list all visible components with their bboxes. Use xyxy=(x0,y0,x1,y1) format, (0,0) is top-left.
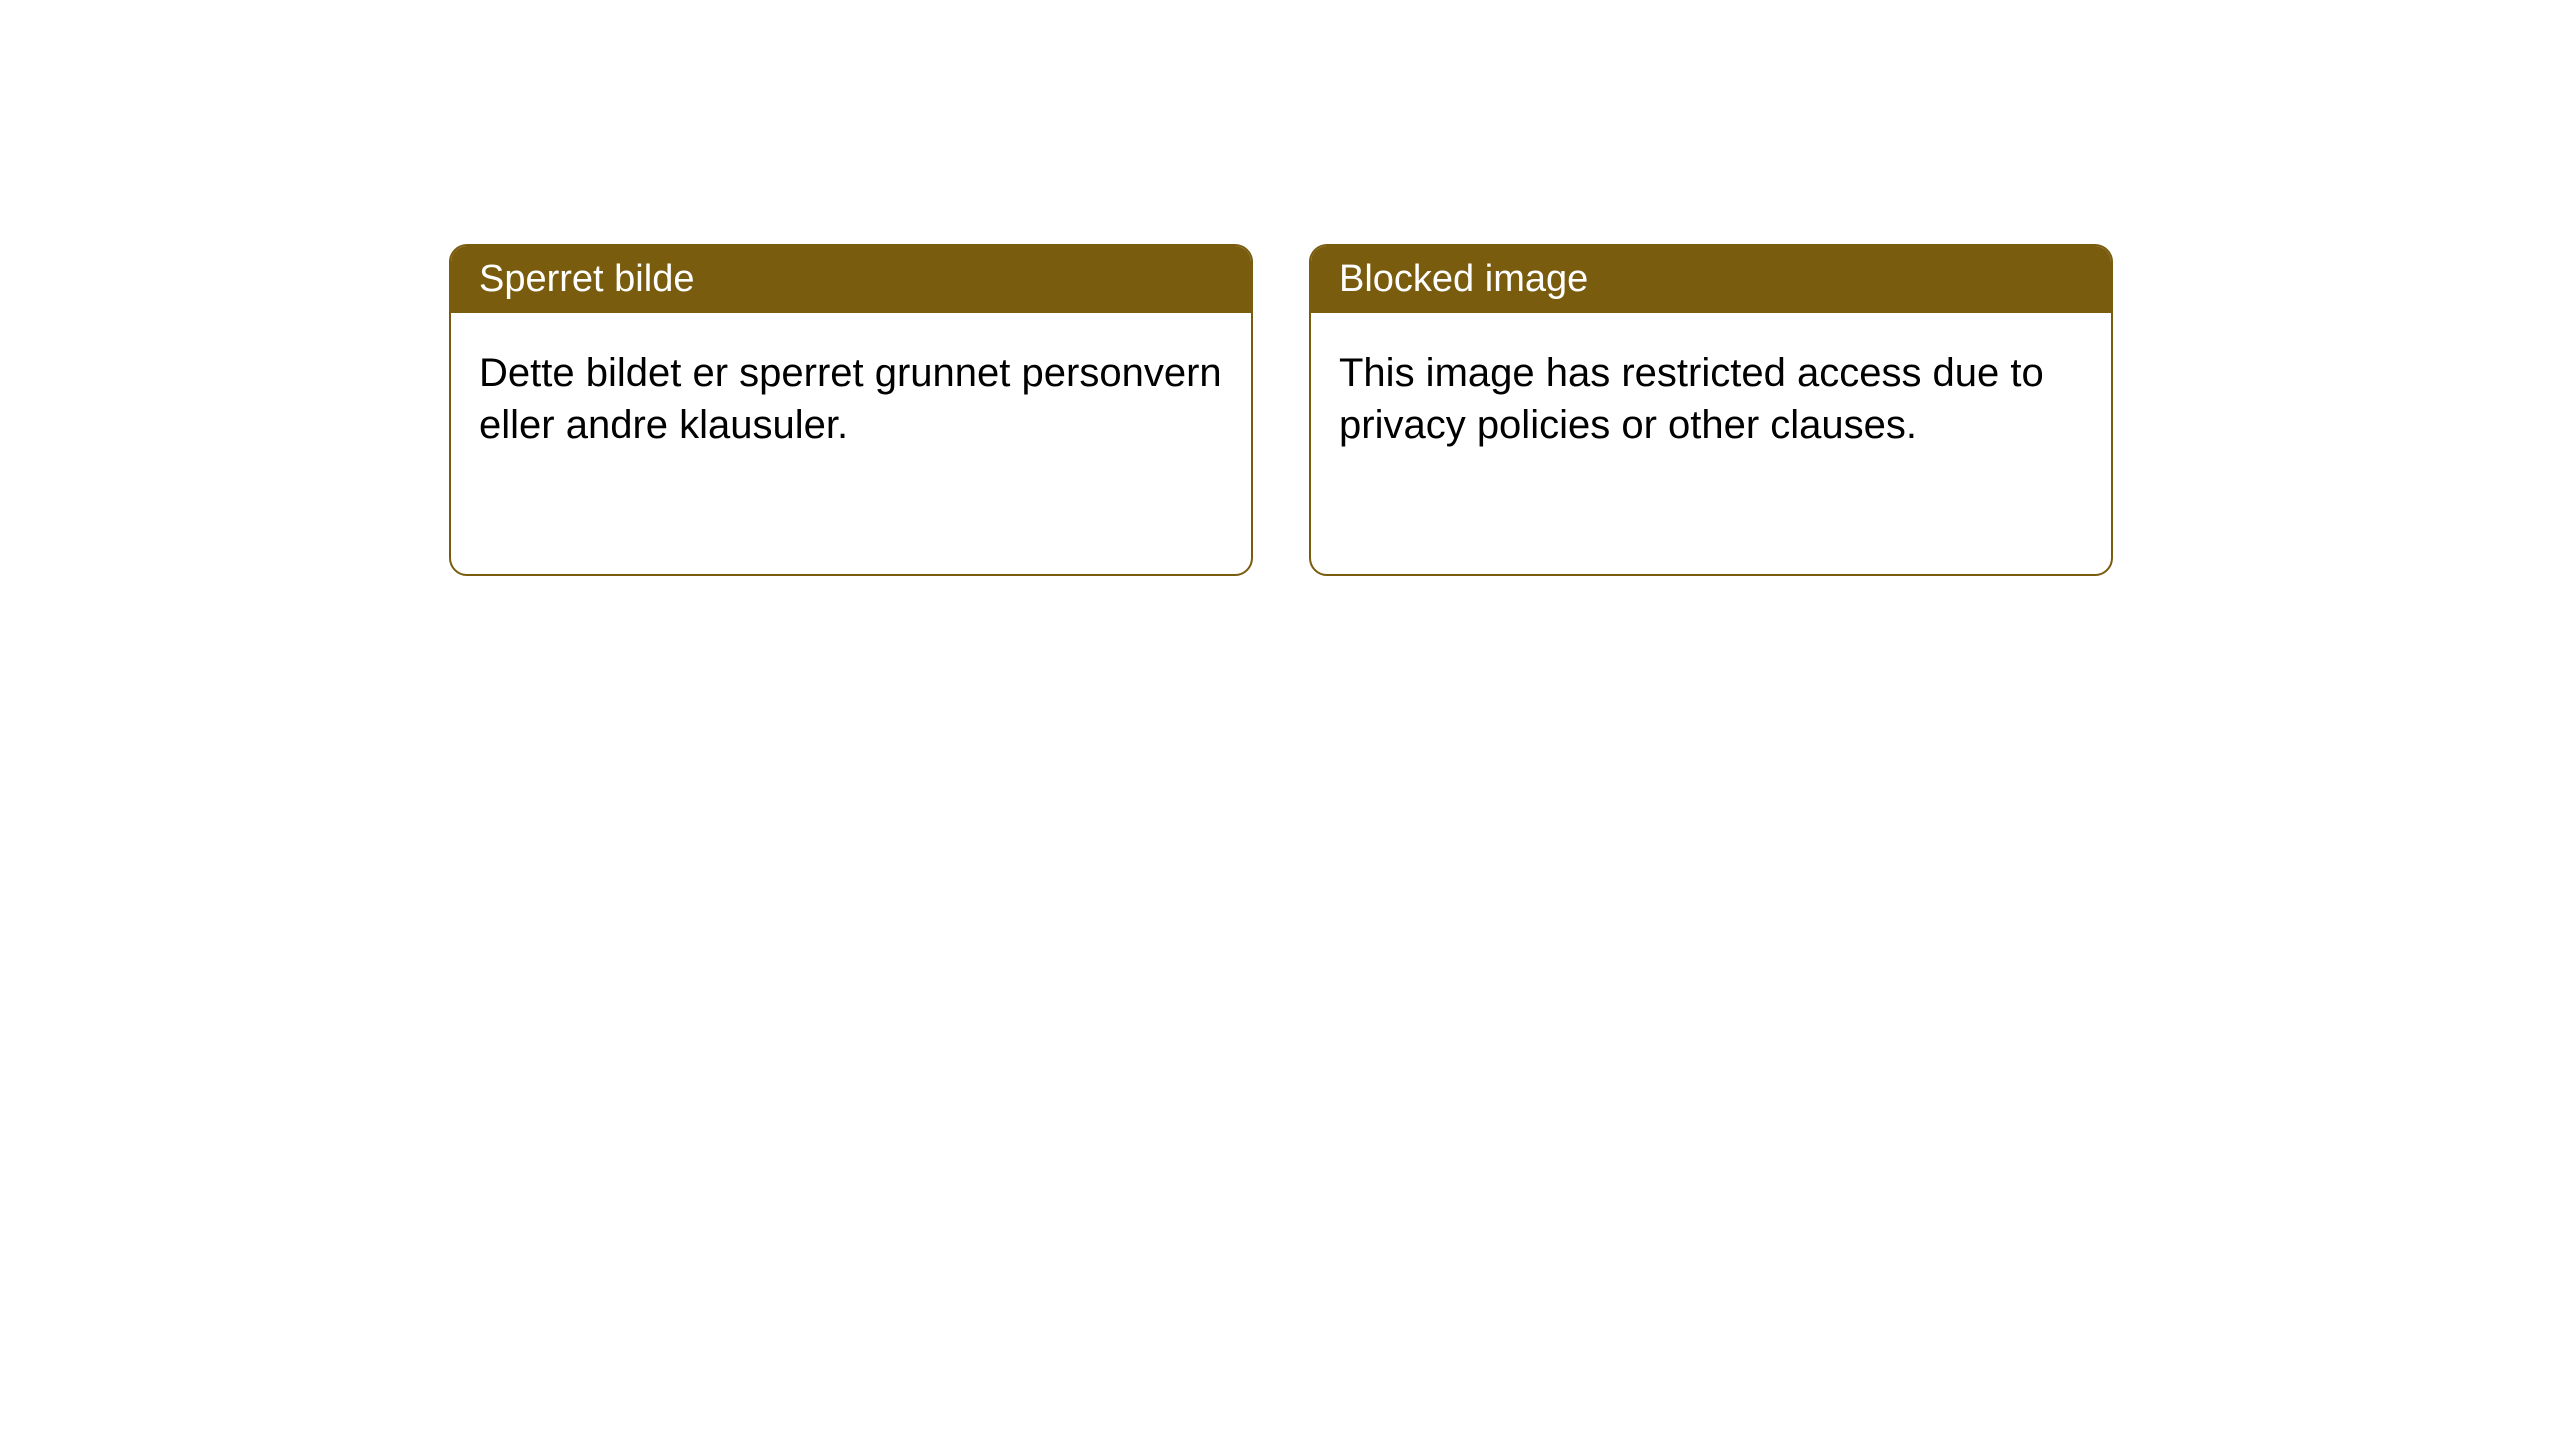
notice-card-english: Blocked image This image has restricted … xyxy=(1309,244,2113,576)
notice-body-norwegian: Dette bildet er sperret grunnet personve… xyxy=(451,313,1251,485)
notice-card-norwegian: Sperret bilde Dette bildet er sperret gr… xyxy=(449,244,1253,576)
notice-container: Sperret bilde Dette bildet er sperret gr… xyxy=(0,0,2560,576)
notice-body-english: This image has restricted access due to … xyxy=(1311,313,2111,485)
notice-title-norwegian: Sperret bilde xyxy=(451,246,1251,313)
notice-title-english: Blocked image xyxy=(1311,246,2111,313)
